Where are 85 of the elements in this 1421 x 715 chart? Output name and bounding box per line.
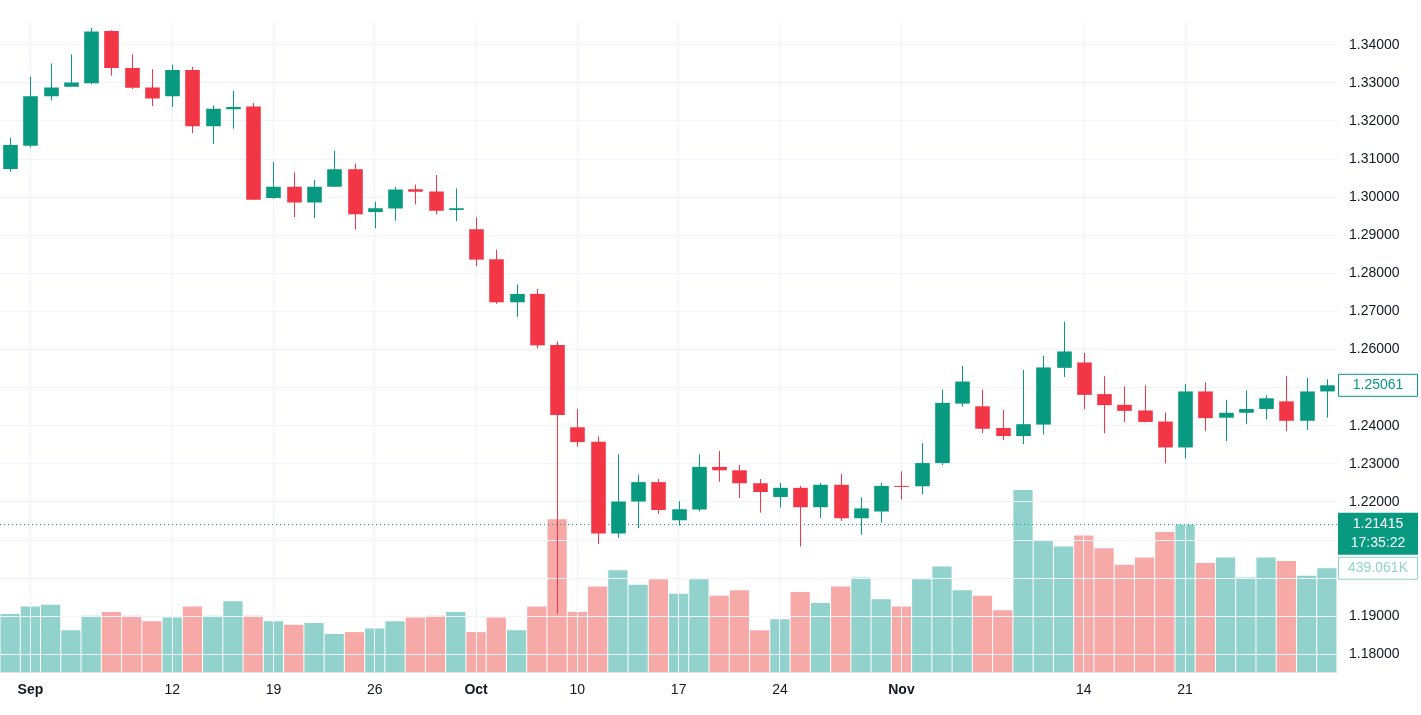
candlestick — [1219, 399, 1234, 442]
x-tick-label: Sep — [17, 681, 44, 698]
x-tick-label: 14 — [1075, 681, 1092, 698]
candlestick — [1259, 394, 1274, 420]
y-tick-label: 1.19000 — [1349, 607, 1400, 624]
candlestick — [327, 150, 342, 188]
bar — [790, 592, 810, 673]
y-tick-label: 1.31000 — [1349, 149, 1400, 166]
candlestick — [206, 104, 221, 145]
candlestick — [449, 187, 464, 222]
bar — [770, 619, 790, 673]
candlestick — [388, 186, 403, 222]
text: 1.25061 — [1352, 376, 1404, 393]
candlestick — [64, 53, 79, 88]
candlestick — [813, 482, 828, 519]
bar — [182, 606, 203, 673]
x-tick-label: 10 — [569, 681, 586, 698]
candlestick — [773, 482, 788, 509]
x-tick-label: Nov — [888, 681, 915, 698]
y-tick-label: 1.23000 — [1349, 454, 1400, 471]
candlestick — [894, 470, 909, 501]
candlestick — [408, 184, 423, 205]
bar — [891, 606, 912, 673]
candlestick — [712, 450, 727, 483]
candlestick — [1016, 369, 1031, 445]
candlestick — [793, 485, 808, 547]
text: 439.061K — [1348, 559, 1409, 576]
candlestick — [287, 171, 302, 218]
y-tick-label: 1.26000 — [1349, 340, 1400, 357]
bar — [648, 579, 668, 673]
candlestick — [44, 62, 59, 101]
candlestick — [3, 137, 18, 173]
y-tick-label: 1.27000 — [1349, 302, 1400, 319]
candlestick — [955, 365, 970, 408]
candlestick — [975, 389, 990, 434]
candlestick — [1117, 385, 1132, 423]
candlestick — [1138, 384, 1153, 423]
y-tick-label: 1.33000 — [1349, 73, 1400, 90]
y-tick-label: 1.28000 — [1349, 264, 1400, 281]
y-tick-label: 1.34000 — [1349, 35, 1400, 52]
x-tick-label: 17 — [670, 681, 687, 698]
x-tick-label: 26 — [366, 681, 383, 698]
candlestick — [307, 179, 322, 219]
bar — [831, 586, 851, 673]
bar — [284, 624, 304, 673]
x-tick-label: 24 — [772, 681, 788, 698]
candlestick — [226, 90, 241, 130]
candlestick — [1097, 375, 1112, 434]
bar — [446, 612, 466, 673]
candlestick — [1320, 378, 1335, 419]
bar — [344, 632, 365, 673]
bar — [506, 630, 527, 673]
candlestick — [266, 161, 281, 200]
x-tick-label: 12 — [164, 681, 181, 698]
candlestick — [570, 408, 585, 448]
y-tick-label: 1.29000 — [1349, 226, 1400, 243]
y-tick-label: 1.32000 — [1349, 111, 1400, 128]
bar — [243, 615, 263, 673]
y-tick-label: 1.22000 — [1349, 492, 1400, 509]
candlestick — [510, 283, 525, 318]
candlestick — [996, 409, 1011, 441]
bar — [263, 621, 284, 673]
bar — [1195, 562, 1215, 673]
candlestick — [1057, 321, 1072, 378]
candlestick — [429, 174, 444, 215]
candlestick — [732, 464, 747, 499]
bar — [810, 602, 831, 673]
candlestick — [145, 68, 160, 107]
x-tick-label: 19 — [265, 681, 282, 698]
ref-line-label: 1.21415 — [1352, 515, 1404, 532]
y-tick-label: 1.18000 — [1349, 645, 1400, 662]
bar — [1175, 524, 1195, 673]
candlestick — [1279, 375, 1294, 432]
candlestick — [753, 478, 768, 514]
candlestick — [368, 201, 383, 229]
candlestick — [125, 53, 140, 90]
bar — [1276, 561, 1296, 673]
x-tick-label: 21 — [1177, 681, 1194, 698]
y-tick-label: 1.30000 — [1349, 188, 1400, 205]
text: 17:35:22 — [1350, 534, 1406, 551]
y-tick-label: 1.24000 — [1349, 416, 1400, 433]
candlestick — [915, 442, 930, 495]
x-tick-label: Oct — [464, 681, 489, 698]
candlestick — [1239, 389, 1254, 425]
bar — [162, 617, 182, 673]
